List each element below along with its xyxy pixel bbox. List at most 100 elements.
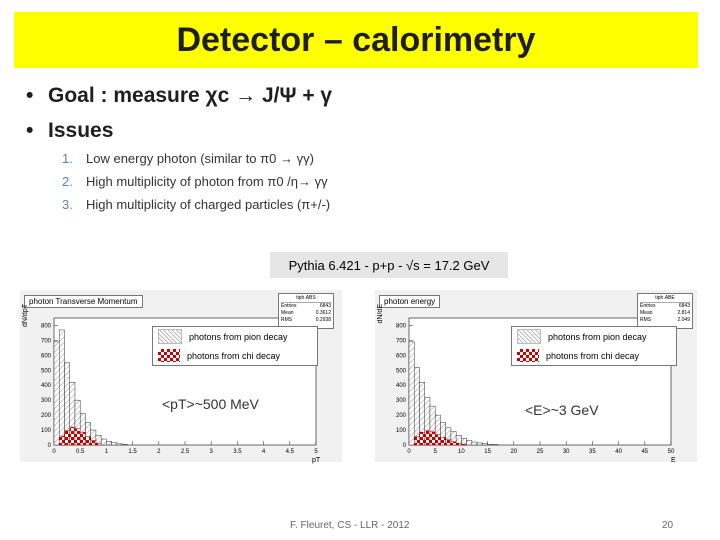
stats-key: Entries xyxy=(640,303,656,309)
y-tick-label: 700 xyxy=(41,338,52,344)
bullet-goal: • Goal : measure χc → J/Ψ + γ xyxy=(26,84,332,108)
x-tick-label: 15 xyxy=(484,449,491,455)
legend-label: photons from pion decay xyxy=(189,331,288,342)
legend-label: photons from chi decay xyxy=(546,350,640,361)
bar-pion-decay xyxy=(100,438,107,446)
x-tick-label: 3.5 xyxy=(233,449,242,455)
legend-entry-chi: photons from chi decay xyxy=(153,346,317,365)
y-tick-label: 500 xyxy=(41,368,52,374)
stats-value: 0.2938 xyxy=(315,317,331,323)
bar-pion-decay xyxy=(482,443,488,446)
x-tick-label: 1.5 xyxy=(128,449,137,455)
bar-chi-decay xyxy=(429,431,436,446)
stats-name: tiph.ABS xyxy=(281,295,331,303)
bar-pion-decay xyxy=(471,441,478,446)
bar-pion-decay xyxy=(466,439,473,446)
x-tick-label: 3 xyxy=(210,449,214,455)
bar-chi-decay xyxy=(455,442,462,446)
stats-row: RMS 0.2938 xyxy=(281,317,331,324)
x-tick-label: 40 xyxy=(615,449,622,455)
y-tick-label: 800 xyxy=(396,323,407,329)
stats-box: tiph.ABE Entries 6843 Mean 2.814 RMS 2.049 xyxy=(637,293,693,329)
x-tick-label: 0.5 xyxy=(76,449,85,455)
x-tick-label: 20 xyxy=(510,449,517,455)
issue-item-2: 2. High multiplicity of photon from π0 /η… xyxy=(62,174,328,189)
bar-chi-decay xyxy=(85,436,91,446)
stats-value: 6843 xyxy=(678,303,690,309)
x-tick-label: 35 xyxy=(589,449,596,455)
x-axis-label: pT xyxy=(312,457,321,464)
bar-chi-decay xyxy=(90,440,97,446)
y-tick-label: 200 xyxy=(41,413,52,419)
bar-chi-decay xyxy=(69,426,76,446)
bar-pion-decay xyxy=(106,441,112,446)
y-tick-label: 400 xyxy=(396,383,407,389)
y-tick-label: 400 xyxy=(41,383,52,389)
bullet-marker: • xyxy=(26,84,34,107)
x-tick-label: 50 xyxy=(668,449,675,455)
y-tick-label: 200 xyxy=(396,413,407,419)
bar-chi-decay xyxy=(434,434,441,446)
bullet-issues-text: Issues xyxy=(48,119,114,142)
bar-pion-decay xyxy=(58,329,65,446)
bar-pion-decay xyxy=(487,444,494,446)
bar-chi-decay xyxy=(64,430,70,446)
stats-box: tiph.ABS Entries 6843 Mean 0.3612 RMS 0.293… xyxy=(278,293,334,329)
stats-row: Entries 6843 xyxy=(281,303,331,310)
legend-label: photons from pion decay xyxy=(548,331,647,342)
legend-entry-chi: photons from chi decay xyxy=(512,346,676,365)
bar-chi-decay xyxy=(413,436,420,446)
bar-chi-decay xyxy=(461,443,467,446)
pythia-label-text: Pythia 6.421 - p+p - √s = 17.2 GeV xyxy=(288,257,490,273)
x-tick-label: 25 xyxy=(537,449,544,455)
stats-value: 2.814 xyxy=(677,310,690,316)
x-tick-label: 4 xyxy=(262,449,266,455)
issue-item-1: 1. Low energy photon (similar to π0 → γγ) xyxy=(62,151,314,166)
title-bar: Detector – calorimetry xyxy=(14,12,698,68)
footer-text: F. Fleuret, CS - LLR - 2012 xyxy=(290,520,410,531)
y-tick-label: 600 xyxy=(396,353,407,359)
bar-pion-decay xyxy=(476,442,483,446)
y-tick-label: 800 xyxy=(41,323,52,329)
y-tick-label: 0 xyxy=(403,443,407,449)
x-tick-label: 0 xyxy=(407,449,411,455)
stats-value: 0.3612 xyxy=(315,310,331,316)
stats-value: 2.049 xyxy=(677,317,690,323)
issue-item-3: 3. High multiplicity of charged particles… xyxy=(62,197,330,212)
x-tick-label: 5 xyxy=(314,449,318,455)
stats-key: RMS xyxy=(281,317,293,323)
legend-entry-pion: photons from pion decay xyxy=(512,327,676,346)
bar-pion-decay xyxy=(53,341,60,446)
y-tick-label: 300 xyxy=(396,398,407,404)
issue-text: High multiplicity of photon from π0 /η→ … xyxy=(86,174,328,189)
bar-chi-decay xyxy=(74,428,81,446)
x-tick-label: 2.5 xyxy=(181,449,190,455)
x-tick-label: 4.5 xyxy=(286,449,295,455)
bullet-issues: • Issues xyxy=(26,119,113,143)
stats-name: tiph.ABE xyxy=(640,295,690,303)
stats-key: Entries xyxy=(281,303,297,309)
pythia-label: Pythia 6.421 - p+p - √s = 17.2 GeV xyxy=(270,252,508,278)
bar-pion-decay xyxy=(413,367,420,446)
legend-entry-pion: photons from pion decay xyxy=(153,327,317,346)
plot-legend: photons from pion decay photons from chi… xyxy=(152,326,318,366)
bar-pion-decay xyxy=(116,443,123,446)
stats-key: RMS xyxy=(640,317,652,323)
stats-row: Entries 6843 xyxy=(640,303,690,310)
y-tick-label: 700 xyxy=(396,338,407,344)
bullet-marker: • xyxy=(26,119,34,142)
legend-swatch xyxy=(158,349,180,362)
stats-row: Mean 0.3612 xyxy=(281,310,331,317)
stats-row: RMS 2.049 xyxy=(640,317,690,324)
y-tick-label: 0 xyxy=(48,443,52,449)
slide-title: Detector – calorimetry xyxy=(176,20,536,59)
stats-key: Mean xyxy=(640,310,653,316)
x-tick-label: 10 xyxy=(458,449,465,455)
stats-value: 6843 xyxy=(319,303,331,309)
y-tick-label: 100 xyxy=(41,428,52,434)
bar-chi-decay xyxy=(419,432,425,446)
bar-chi-decay xyxy=(440,436,446,446)
bullet-goal-text: Goal : measure χc → J/Ψ + γ xyxy=(48,84,333,107)
plot-transverse-momentum: 0 100 200 300 400 500 600 700 800 0 0.5 1 1.5 2 2.5 3 3.… xyxy=(20,290,342,464)
y-tick-label: 100 xyxy=(396,428,407,434)
